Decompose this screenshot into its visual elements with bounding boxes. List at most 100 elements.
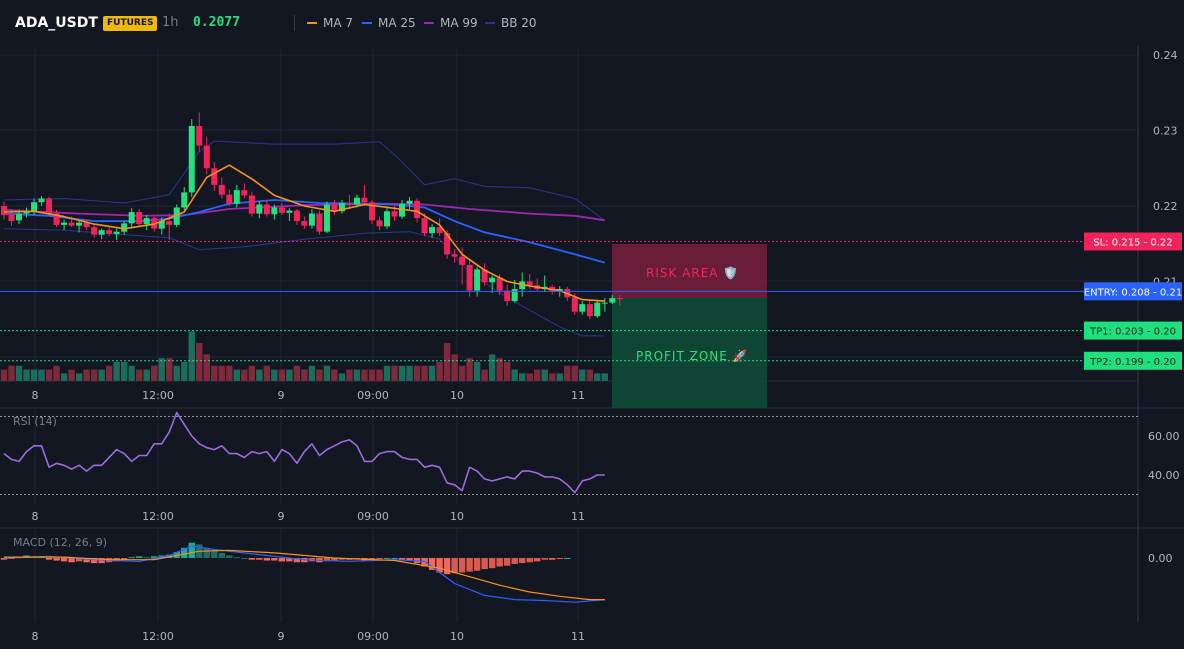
candle-body <box>181 192 188 208</box>
candle-body <box>489 277 496 283</box>
volume-bar <box>278 369 286 381</box>
volume-bar <box>15 365 23 381</box>
macd-histogram-bar <box>556 558 563 559</box>
tp2-tag-label: TP2: 0.199 - 0.20 <box>1089 357 1176 368</box>
volume-bar <box>8 365 15 381</box>
macd-histogram-bar <box>534 558 541 562</box>
volume-bar <box>391 365 398 381</box>
volume-bar <box>30 369 38 381</box>
macd-histogram-bar <box>181 547 188 558</box>
candle-body <box>496 277 503 291</box>
macd-histogram-bar <box>188 542 195 558</box>
legend-ma99[interactable]: MA 99 <box>424 15 478 31</box>
candle-body <box>346 202 353 205</box>
volume-bar <box>90 369 98 381</box>
volume-bar <box>151 365 158 381</box>
price-axis-tick: 0.22 <box>1153 200 1178 213</box>
macd-histogram-bar <box>203 547 210 558</box>
candle-body <box>601 302 608 304</box>
volume-bar <box>301 369 308 381</box>
candle-body <box>38 198 45 203</box>
macd-histogram-bar <box>406 558 413 561</box>
macd-histogram-bar <box>331 558 338 561</box>
candle-body <box>361 197 368 203</box>
profit-zone-label: PROFIT ZONE 🚀 <box>636 349 749 363</box>
rsi-title: RSI (14) <box>13 415 57 428</box>
volume-bar <box>353 369 361 381</box>
legend-bb20-swatch <box>485 21 495 24</box>
risk-area-label: RISK AREA 🛡️ <box>646 266 739 280</box>
futures-badge: FUTURES <box>103 16 158 31</box>
candle-body <box>308 213 315 226</box>
macd-histogram-bar <box>496 558 503 567</box>
volume-bar <box>556 373 563 381</box>
volume-bar <box>241 369 248 381</box>
candle-body <box>368 202 375 221</box>
candle-body <box>53 213 60 225</box>
volume-bar <box>38 369 45 381</box>
macd-histogram-bar <box>90 558 98 564</box>
volume-bar <box>53 365 60 381</box>
macd-histogram-bar <box>451 558 458 574</box>
candle-body <box>128 212 135 224</box>
volume-bar <box>503 362 511 381</box>
macd-histogram-bar <box>443 558 451 575</box>
volume-bar <box>579 369 586 381</box>
macd-histogram-bar <box>286 558 293 562</box>
volume-bar <box>211 365 218 381</box>
candle-body <box>391 211 398 217</box>
candle-body <box>263 204 270 215</box>
timeframe-label[interactable]: 1h <box>162 15 179 30</box>
candle-body <box>233 190 240 204</box>
legend-ma7[interactable]: MA 7 <box>307 15 353 31</box>
volume-bar <box>571 365 578 381</box>
candle-body <box>338 202 345 212</box>
volume-bar <box>549 373 556 381</box>
volume-bar <box>496 358 503 381</box>
volume-bar <box>564 365 571 381</box>
volume-bar <box>458 365 466 381</box>
candle-body <box>203 145 210 169</box>
volume-bar <box>75 373 83 381</box>
candle-body <box>136 212 143 225</box>
volume-bar <box>286 369 293 381</box>
candle-body <box>91 227 98 235</box>
time-axis-tick: 8 <box>32 389 39 402</box>
time-axis-tick: 09:00 <box>357 510 389 523</box>
volume-bar <box>203 354 210 381</box>
time-axis-tick: 09:00 <box>357 389 389 402</box>
macd-histogram-bar <box>53 558 60 561</box>
macd-histogram-bar <box>68 558 75 563</box>
candle-body <box>466 264 473 291</box>
price-axis-tick: 0.24 <box>1153 49 1178 62</box>
candle-body <box>211 168 218 185</box>
candle-body <box>474 269 481 291</box>
candle-body <box>256 204 263 214</box>
candle-body <box>376 220 383 227</box>
volume-bar <box>181 362 188 381</box>
macd-histogram-bar <box>481 558 488 570</box>
macd-histogram-bar <box>511 558 518 564</box>
volume-bar <box>173 365 180 381</box>
macd-histogram-bar <box>458 558 466 573</box>
volume-bar <box>413 365 421 381</box>
macd-histogram-bar <box>248 558 256 560</box>
bb-upper-line <box>3 140 606 221</box>
legend-ma25[interactable]: MA 25 <box>362 15 416 31</box>
volume-bar <box>23 369 30 381</box>
legend-bb20[interactable]: BB 20 <box>485 15 537 31</box>
symbol-title[interactable]: ADA_USDT <box>15 15 98 31</box>
candle-body <box>301 221 308 226</box>
candle-body <box>68 222 75 226</box>
candle-body <box>406 200 413 204</box>
candle-body <box>278 207 285 213</box>
volume-bar <box>383 365 391 381</box>
macd-histogram-bar <box>473 558 481 571</box>
macd-histogram-bar <box>466 558 473 572</box>
volume-bar <box>368 369 376 381</box>
volume-bar <box>361 369 368 381</box>
volume-bar <box>113 362 120 381</box>
candle-body <box>526 281 533 286</box>
